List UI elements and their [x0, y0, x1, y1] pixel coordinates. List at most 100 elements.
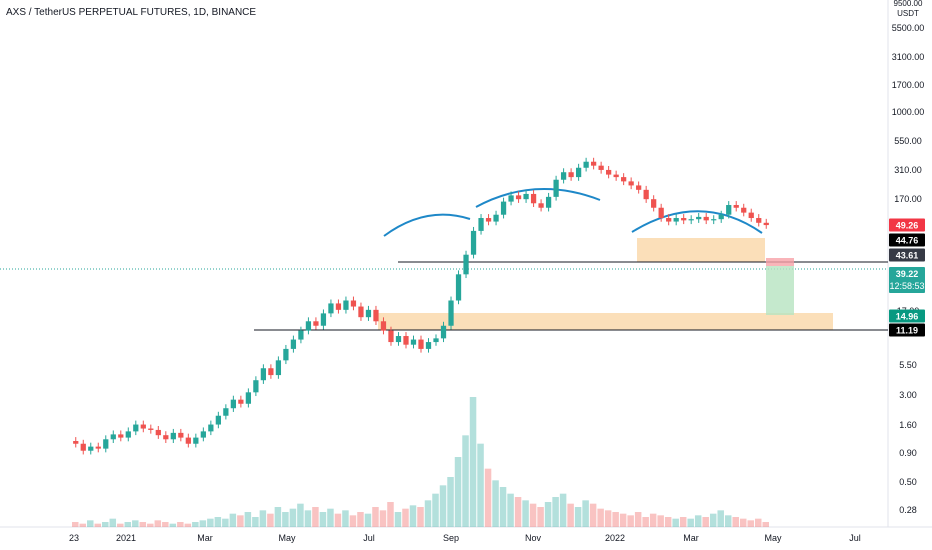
volume-bar	[679, 517, 687, 527]
x-tick-label: May	[278, 533, 296, 543]
volume-bar	[162, 522, 169, 527]
volume-bar	[72, 522, 79, 527]
volume-bar	[319, 512, 327, 527]
volume-bar	[409, 505, 417, 527]
volume-bar	[402, 508, 409, 527]
volume-bar	[612, 512, 619, 527]
volume-bar	[484, 468, 492, 527]
candle-body	[523, 193, 529, 200]
candle-body	[681, 218, 687, 221]
candle-body	[470, 230, 477, 255]
volume-bar	[229, 513, 237, 527]
price-label-text: 14.96	[896, 312, 919, 322]
candle-body	[756, 218, 762, 223]
candle-body	[260, 368, 267, 381]
candle-body	[313, 321, 319, 326]
volume-bar	[514, 497, 522, 527]
candle-body	[373, 309, 379, 322]
x-tick-label: Mar	[683, 533, 699, 543]
y-tick-label: 1.60	[899, 420, 917, 430]
candle-body	[95, 446, 101, 449]
volume-bar	[117, 523, 124, 527]
volume-bar	[349, 515, 357, 527]
price-label-bg	[889, 309, 925, 323]
candle-body	[110, 434, 116, 440]
candle-body	[343, 300, 349, 310]
candle-body	[598, 165, 604, 170]
x-tick-label: May	[764, 533, 782, 543]
candle-body	[666, 218, 672, 222]
candle-body	[328, 303, 334, 314]
candle-body	[358, 306, 364, 318]
candle-body	[590, 161, 597, 166]
volume-bar	[717, 510, 724, 527]
candle-body	[628, 181, 634, 186]
price-label-text: 49.26	[896, 221, 919, 231]
volume-bar	[724, 515, 732, 527]
candle-body	[133, 424, 139, 432]
candle-body	[508, 195, 514, 202]
candle-body	[305, 321, 312, 331]
candle-body	[200, 431, 206, 438]
candle-body	[485, 218, 492, 222]
candle-body	[290, 339, 297, 349]
volume-bar	[469, 397, 477, 527]
volume-bar	[762, 522, 769, 527]
volume-bar	[417, 507, 424, 527]
candle-body	[658, 207, 664, 219]
candle-body	[88, 446, 94, 451]
x-tick-label: 23	[69, 533, 79, 543]
volume-bar	[387, 502, 394, 527]
volume-bar	[199, 520, 207, 527]
volume-bar	[154, 520, 162, 527]
volume-bar	[732, 517, 739, 527]
volume-bar	[694, 515, 702, 527]
candle-body	[545, 196, 552, 208]
volume-bar	[597, 508, 604, 527]
candle-body	[448, 300, 454, 326]
candle-body	[696, 216, 702, 220]
volume-bar	[109, 518, 117, 527]
candle-body	[215, 415, 221, 425]
stop-zone	[766, 258, 794, 266]
volume-bar	[454, 457, 462, 527]
candle-body	[538, 203, 544, 208]
candle-body	[73, 441, 79, 444]
candle-body	[245, 392, 252, 404]
volume-bar	[327, 508, 334, 527]
volume-bar	[222, 518, 229, 527]
volume-bar	[559, 493, 567, 527]
volume-bar	[619, 513, 627, 527]
candle-body	[208, 424, 214, 432]
y-tick-label: 0.90	[899, 448, 917, 458]
candle-body	[80, 443, 86, 451]
candle-body	[238, 399, 244, 404]
candle-body	[410, 339, 417, 345]
candle-body	[403, 336, 409, 345]
volume-bar	[207, 518, 214, 527]
volume-bar	[687, 518, 694, 527]
volume-bar	[672, 518, 679, 527]
candle-body	[170, 432, 176, 440]
volume-bar	[424, 500, 432, 527]
candle-body	[230, 399, 236, 409]
y-tick-label: 1700.00	[892, 80, 925, 90]
volume-bar	[462, 435, 469, 527]
candle-body	[643, 189, 649, 200]
candle-body	[275, 360, 282, 376]
price-label-text: 43.61	[896, 251, 919, 261]
volume-bar	[304, 510, 312, 527]
head-arc	[475, 188, 601, 208]
volume-bar	[664, 517, 672, 527]
target-zone	[766, 266, 794, 315]
candle-body	[583, 161, 589, 168]
volume-bar	[102, 522, 109, 527]
price-label-bg	[889, 323, 925, 337]
candle-body	[395, 336, 402, 343]
candle-body	[125, 431, 131, 438]
candle-body	[493, 214, 499, 222]
candle-body	[268, 368, 274, 376]
volume-bar	[364, 513, 372, 527]
volume-bar	[552, 497, 559, 527]
